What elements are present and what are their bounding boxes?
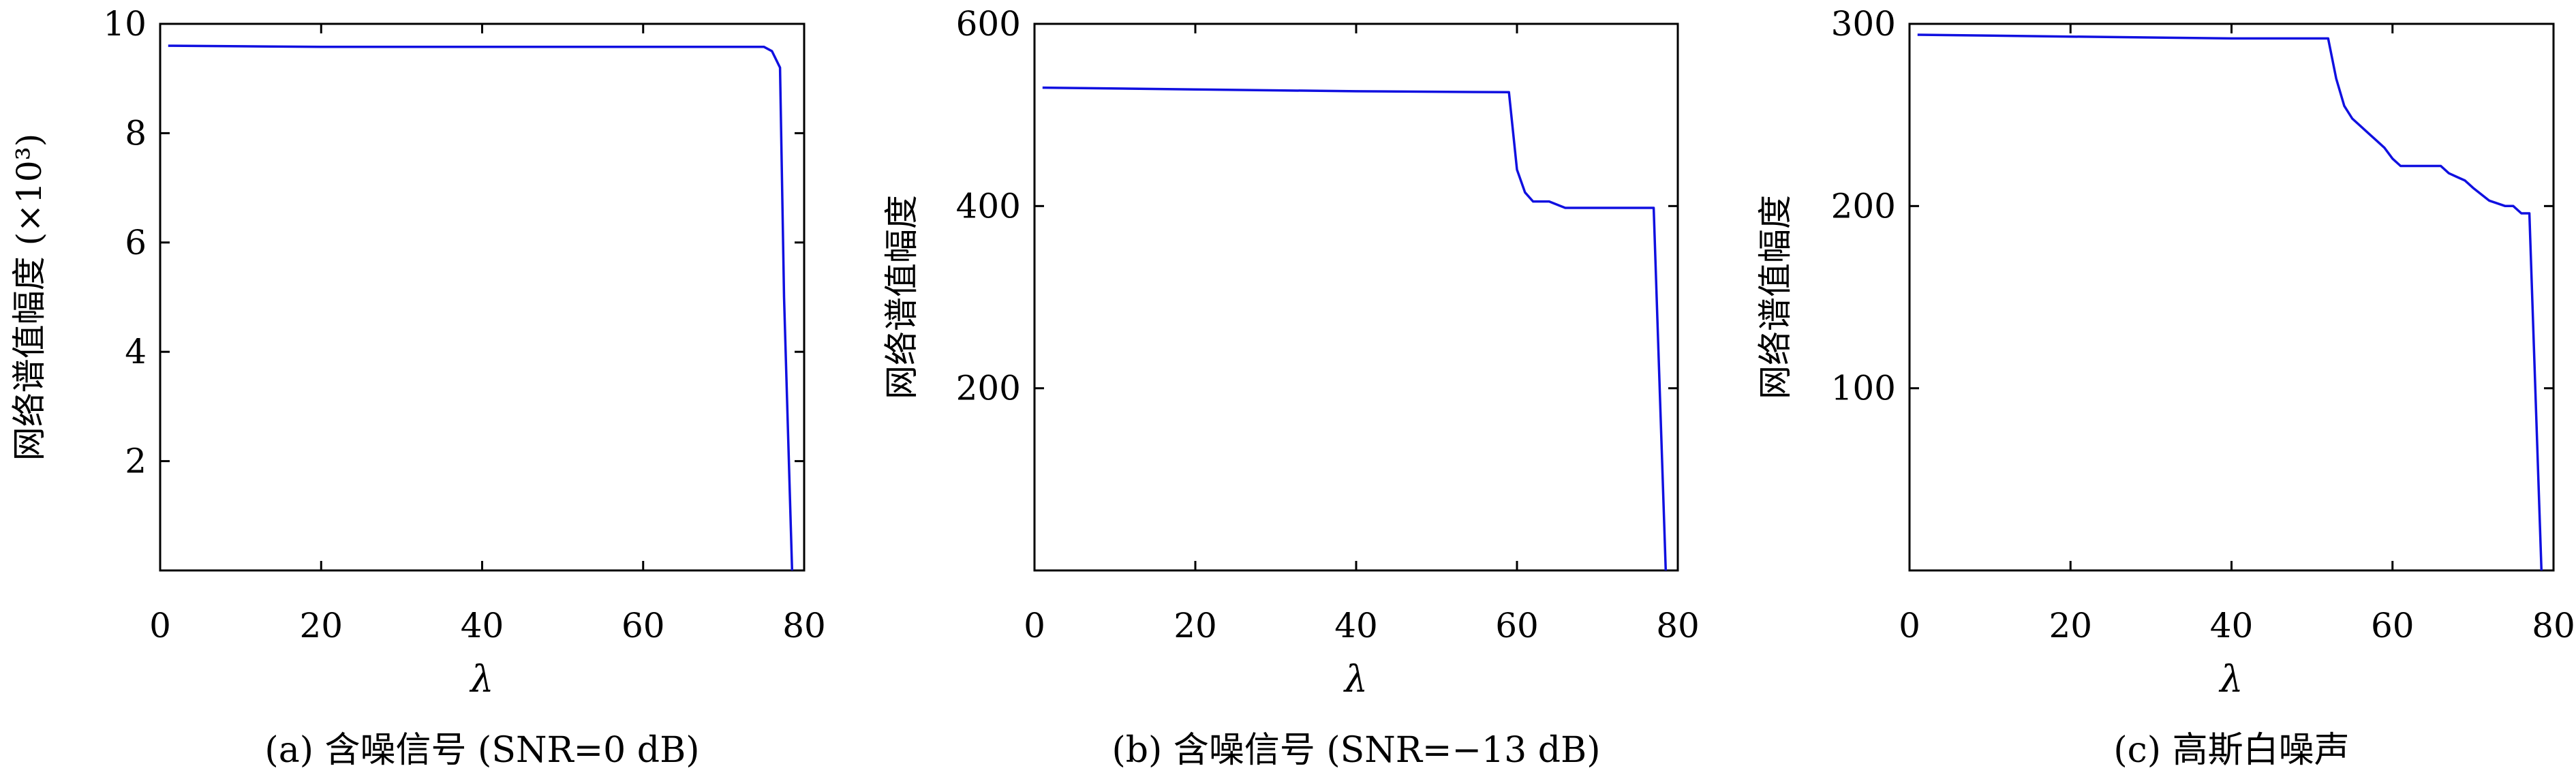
y-axis-label: 网络谱值幅度 — [882, 195, 921, 399]
x-tick-label: 80 — [2532, 606, 2575, 645]
y-tick-label: 200 — [1831, 186, 1896, 226]
x-tick-label: 0 — [1899, 606, 1920, 645]
panel-caption: (b) 含噪信号 (SNR=−13 dB) — [1111, 730, 1600, 771]
y-axis-label: 网络谱值幅度 (×10³) — [10, 134, 49, 461]
x-tick-label: 20 — [1174, 606, 1217, 645]
plot-frame — [1908, 22, 2555, 572]
y-tick-label: 8 — [125, 113, 147, 153]
y-tick-label: 300 — [1831, 4, 1896, 44]
ticks: 0 20 40 60 80 100 200 300 — [1831, 4, 2575, 645]
series-line — [168, 44, 794, 571]
y-tick-label: 6 — [125, 223, 147, 262]
panel-c: 0 20 40 60 80 100 200 300 网络谱值幅度 λ (c) 高斯白噪声 — [1755, 4, 2575, 771]
y-tick-label: 200 — [956, 369, 1021, 408]
y-tick-label: 10 — [103, 4, 147, 44]
y-tick-label: 4 — [125, 332, 147, 371]
x-tick-label: 0 — [149, 606, 171, 645]
y-axis-label: 网络谱值幅度 — [1755, 195, 1795, 399]
plot-frame — [159, 22, 806, 572]
x-tick-label: 80 — [1656, 606, 1700, 645]
y-tick-label: 400 — [956, 186, 1021, 226]
x-tick-label: 40 — [2210, 606, 2254, 645]
x-tick-label: 60 — [1495, 606, 1539, 645]
x-tick-label: 40 — [1334, 606, 1378, 645]
x-axis-label: λ — [469, 658, 493, 701]
y-tick-label: 600 — [956, 4, 1021, 44]
panel-a: 0 20 40 60 80 2 4 6 8 10 网络谱值幅度 (×10³) λ (a) 含噪信号… — [10, 4, 826, 771]
ticks: 0 20 40 60 80 200 400 600 — [956, 4, 1700, 645]
plot-frame — [1033, 22, 1679, 572]
ticks: 0 20 40 60 80 2 4 6 8 10 — [103, 4, 825, 645]
x-tick-label: 20 — [299, 606, 343, 645]
series-line — [1042, 86, 1668, 571]
x-tick-label: 60 — [2371, 606, 2414, 645]
y-tick-label: 2 — [125, 442, 147, 481]
x-tick-label: 40 — [461, 606, 504, 645]
x-axis-label: λ — [2218, 658, 2243, 701]
x-tick-label: 80 — [782, 606, 826, 645]
panel-caption: (a) 含噪信号 (SNR=0 dB) — [264, 730, 699, 771]
x-axis-label: λ — [1343, 658, 1368, 701]
x-tick-label: 60 — [622, 606, 665, 645]
y-tick-label: 100 — [1831, 369, 1896, 408]
x-tick-label: 0 — [1024, 606, 1045, 645]
x-tick-label: 20 — [2049, 606, 2092, 645]
series-line — [1917, 33, 2543, 571]
panel-b: 0 20 40 60 80 200 400 600 网络谱值幅度 λ (b) 含噪信号 (SN… — [882, 4, 1700, 771]
panel-caption: (c) 高斯白噪声 — [2113, 730, 2349, 771]
